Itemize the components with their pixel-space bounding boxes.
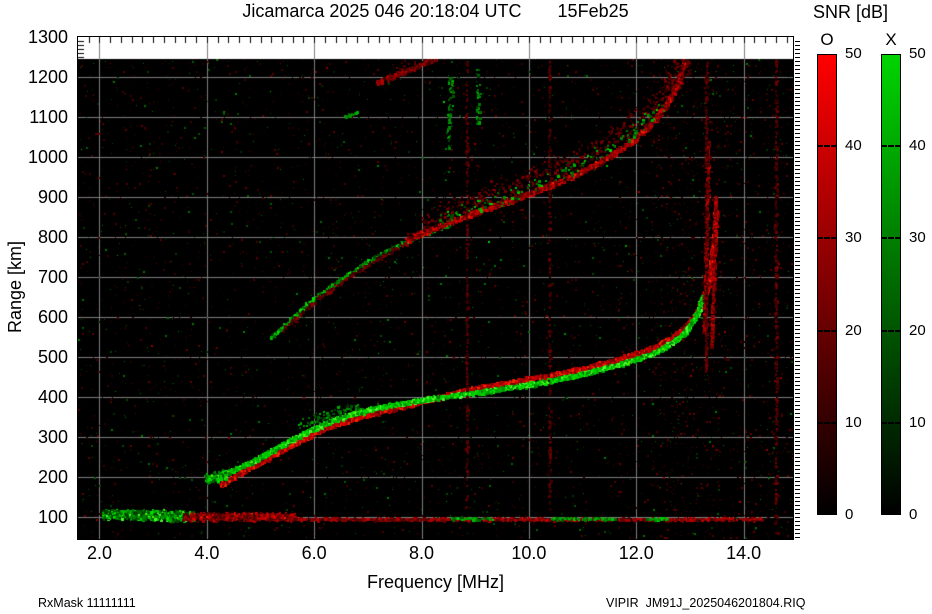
footer-filename: VIPIR JM91J_2025046201804.RIQ <box>606 596 806 610</box>
x-tick-label-8.0: 8.0 <box>409 543 435 563</box>
colorbar-x-mode-label: X <box>885 30 897 49</box>
colorbar-o-tick-label-0: 0 <box>845 506 854 523</box>
x-tick-label-4.0: 4.0 <box>194 543 220 563</box>
x-tick-label-14.0: 14.0 <box>726 543 762 563</box>
y-tick-label-400: 400 <box>37 387 68 407</box>
colorbar-tick-dash <box>817 237 837 240</box>
ionogram-canvas <box>78 37 793 539</box>
colorbar-x-tick-label-30: 30 <box>909 229 926 247</box>
y-tick-label-100: 100 <box>37 507 68 527</box>
y-tick-label-1300: 1300 <box>27 27 68 47</box>
x-tick-label-2.0: 2.0 <box>86 543 112 563</box>
colorbar-o-tick-label-40: 40 <box>845 137 862 155</box>
y-tick-label-200: 200 <box>37 467 68 487</box>
x-axis-label: Frequency [MHz] <box>366 572 505 592</box>
colorbar-x-tick-label-50: 50 <box>909 45 926 62</box>
colorbar-tick-dash <box>817 145 837 148</box>
x-tick-label-6.0: 6.0 <box>301 543 327 563</box>
y-tick-label-800: 800 <box>37 227 68 247</box>
colorbar-x-tick-label-0: 0 <box>909 506 918 523</box>
x-tick-label-12.0: 12.0 <box>618 543 654 563</box>
colorbar-o-gradient <box>817 54 837 515</box>
y-tick-label-1000: 1000 <box>27 147 68 167</box>
y-tick-label-1100: 1100 <box>29 107 68 127</box>
colorbar-tick-dash <box>881 237 901 240</box>
colorbar-tick-dash <box>881 421 901 424</box>
y-tick-label-600: 600 <box>37 307 68 327</box>
colorbar-x-tick-label-20: 20 <box>909 321 926 339</box>
y-tick-label-300: 300 <box>37 427 68 447</box>
colorbar-tick-dash <box>817 421 837 424</box>
colorbar-x-gradient <box>881 54 901 515</box>
right-axis-minor-ticks <box>795 41 800 538</box>
y-tick-label-900: 900 <box>37 187 68 207</box>
x-tick-label-10.0: 10.0 <box>511 543 547 563</box>
plot-title-date: 15Feb25 <box>557 1 629 21</box>
plot-title-text: Jicamarca 2025 046 20:18:04 UTC <box>242 1 522 21</box>
colorbar-o-tick-label-50: 50 <box>845 45 862 62</box>
colorbar-x-tick-label-40: 40 <box>909 137 926 155</box>
y-tick-label-500: 500 <box>37 347 68 367</box>
colorbar-tick-dash <box>881 145 901 148</box>
colorbar-tick-dash <box>817 329 837 332</box>
colorbar-x-tick-label-10: 10 <box>909 413 926 431</box>
colorbar-o-tick-label-30: 30 <box>845 229 862 247</box>
colorbar-o-tick-label-20: 20 <box>845 321 862 339</box>
y-tick-label-1200: 1200 <box>27 67 68 87</box>
footer-rxmask: RxMask 11111111 <box>38 596 136 610</box>
colorbar-title: SNR [dB] <box>813 2 889 22</box>
plot-frame <box>77 36 794 540</box>
colorbar-o-mode-label: O <box>820 30 834 49</box>
minor-tick-marks <box>795 41 800 538</box>
y-tick-label-700: 700 <box>37 267 68 287</box>
colorbar-tick-dash <box>881 329 901 332</box>
colorbar-o-tick-label-10: 10 <box>845 413 862 431</box>
plot-title: Jicamarca 2025 046 20:18:04 UTC 15Feb25 <box>78 1 793 22</box>
